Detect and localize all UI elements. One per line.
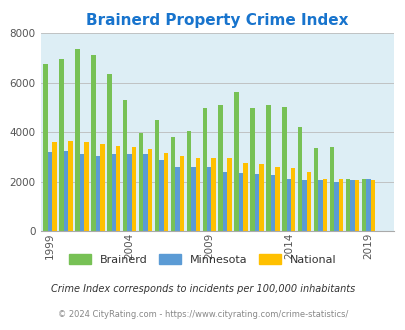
Bar	[64, 150, 68, 231]
Bar	[191, 167, 195, 231]
Bar	[361, 179, 365, 231]
Bar	[297, 127, 302, 231]
Bar	[302, 180, 306, 231]
Bar	[59, 59, 64, 231]
Bar	[84, 143, 88, 231]
Bar	[234, 92, 238, 231]
Bar	[43, 64, 48, 231]
Bar	[270, 175, 275, 231]
Bar	[116, 146, 120, 231]
Bar	[227, 158, 231, 231]
Bar	[48, 152, 52, 231]
Bar	[139, 133, 143, 231]
Bar	[159, 160, 163, 231]
Bar	[338, 179, 342, 231]
Bar	[79, 154, 84, 231]
Bar	[238, 173, 243, 231]
Bar	[195, 158, 200, 231]
Bar	[179, 155, 183, 231]
Bar	[329, 147, 333, 231]
Bar	[127, 154, 132, 231]
Legend: Brainerd, Minnesota, National: Brainerd, Minnesota, National	[65, 250, 340, 269]
Bar	[52, 142, 57, 231]
Bar	[275, 167, 279, 231]
Bar	[266, 105, 270, 231]
Bar	[211, 158, 215, 231]
Bar	[111, 154, 116, 231]
Bar	[163, 153, 168, 231]
Bar	[258, 164, 263, 231]
Bar	[218, 105, 222, 231]
Bar	[250, 109, 254, 231]
Bar	[143, 154, 147, 231]
Bar	[345, 179, 350, 231]
Bar	[222, 172, 227, 231]
Bar	[354, 180, 358, 231]
Bar	[132, 147, 136, 231]
Bar	[186, 131, 191, 231]
Bar	[202, 109, 207, 231]
Bar	[333, 182, 338, 231]
Text: Crime Index corresponds to incidents per 100,000 inhabitants: Crime Index corresponds to incidents per…	[51, 284, 354, 294]
Bar	[123, 100, 127, 231]
Title: Brainerd Property Crime Index: Brainerd Property Crime Index	[86, 13, 347, 28]
Bar	[254, 174, 258, 231]
Bar	[290, 168, 295, 231]
Bar	[322, 179, 326, 231]
Bar	[100, 145, 104, 231]
Bar	[286, 179, 290, 231]
Text: © 2024 CityRating.com - https://www.cityrating.com/crime-statistics/: © 2024 CityRating.com - https://www.city…	[58, 310, 347, 319]
Bar	[318, 180, 322, 231]
Bar	[243, 163, 247, 231]
Bar	[154, 120, 159, 231]
Bar	[171, 137, 175, 231]
Bar	[147, 149, 152, 231]
Bar	[207, 167, 211, 231]
Bar	[306, 172, 311, 231]
Bar	[370, 180, 374, 231]
Bar	[350, 180, 354, 231]
Bar	[91, 55, 96, 231]
Bar	[107, 74, 111, 231]
Bar	[68, 141, 72, 231]
Bar	[365, 179, 370, 231]
Bar	[96, 156, 100, 231]
Bar	[313, 148, 318, 231]
Bar	[175, 167, 179, 231]
Bar	[281, 107, 286, 231]
Bar	[75, 49, 79, 231]
